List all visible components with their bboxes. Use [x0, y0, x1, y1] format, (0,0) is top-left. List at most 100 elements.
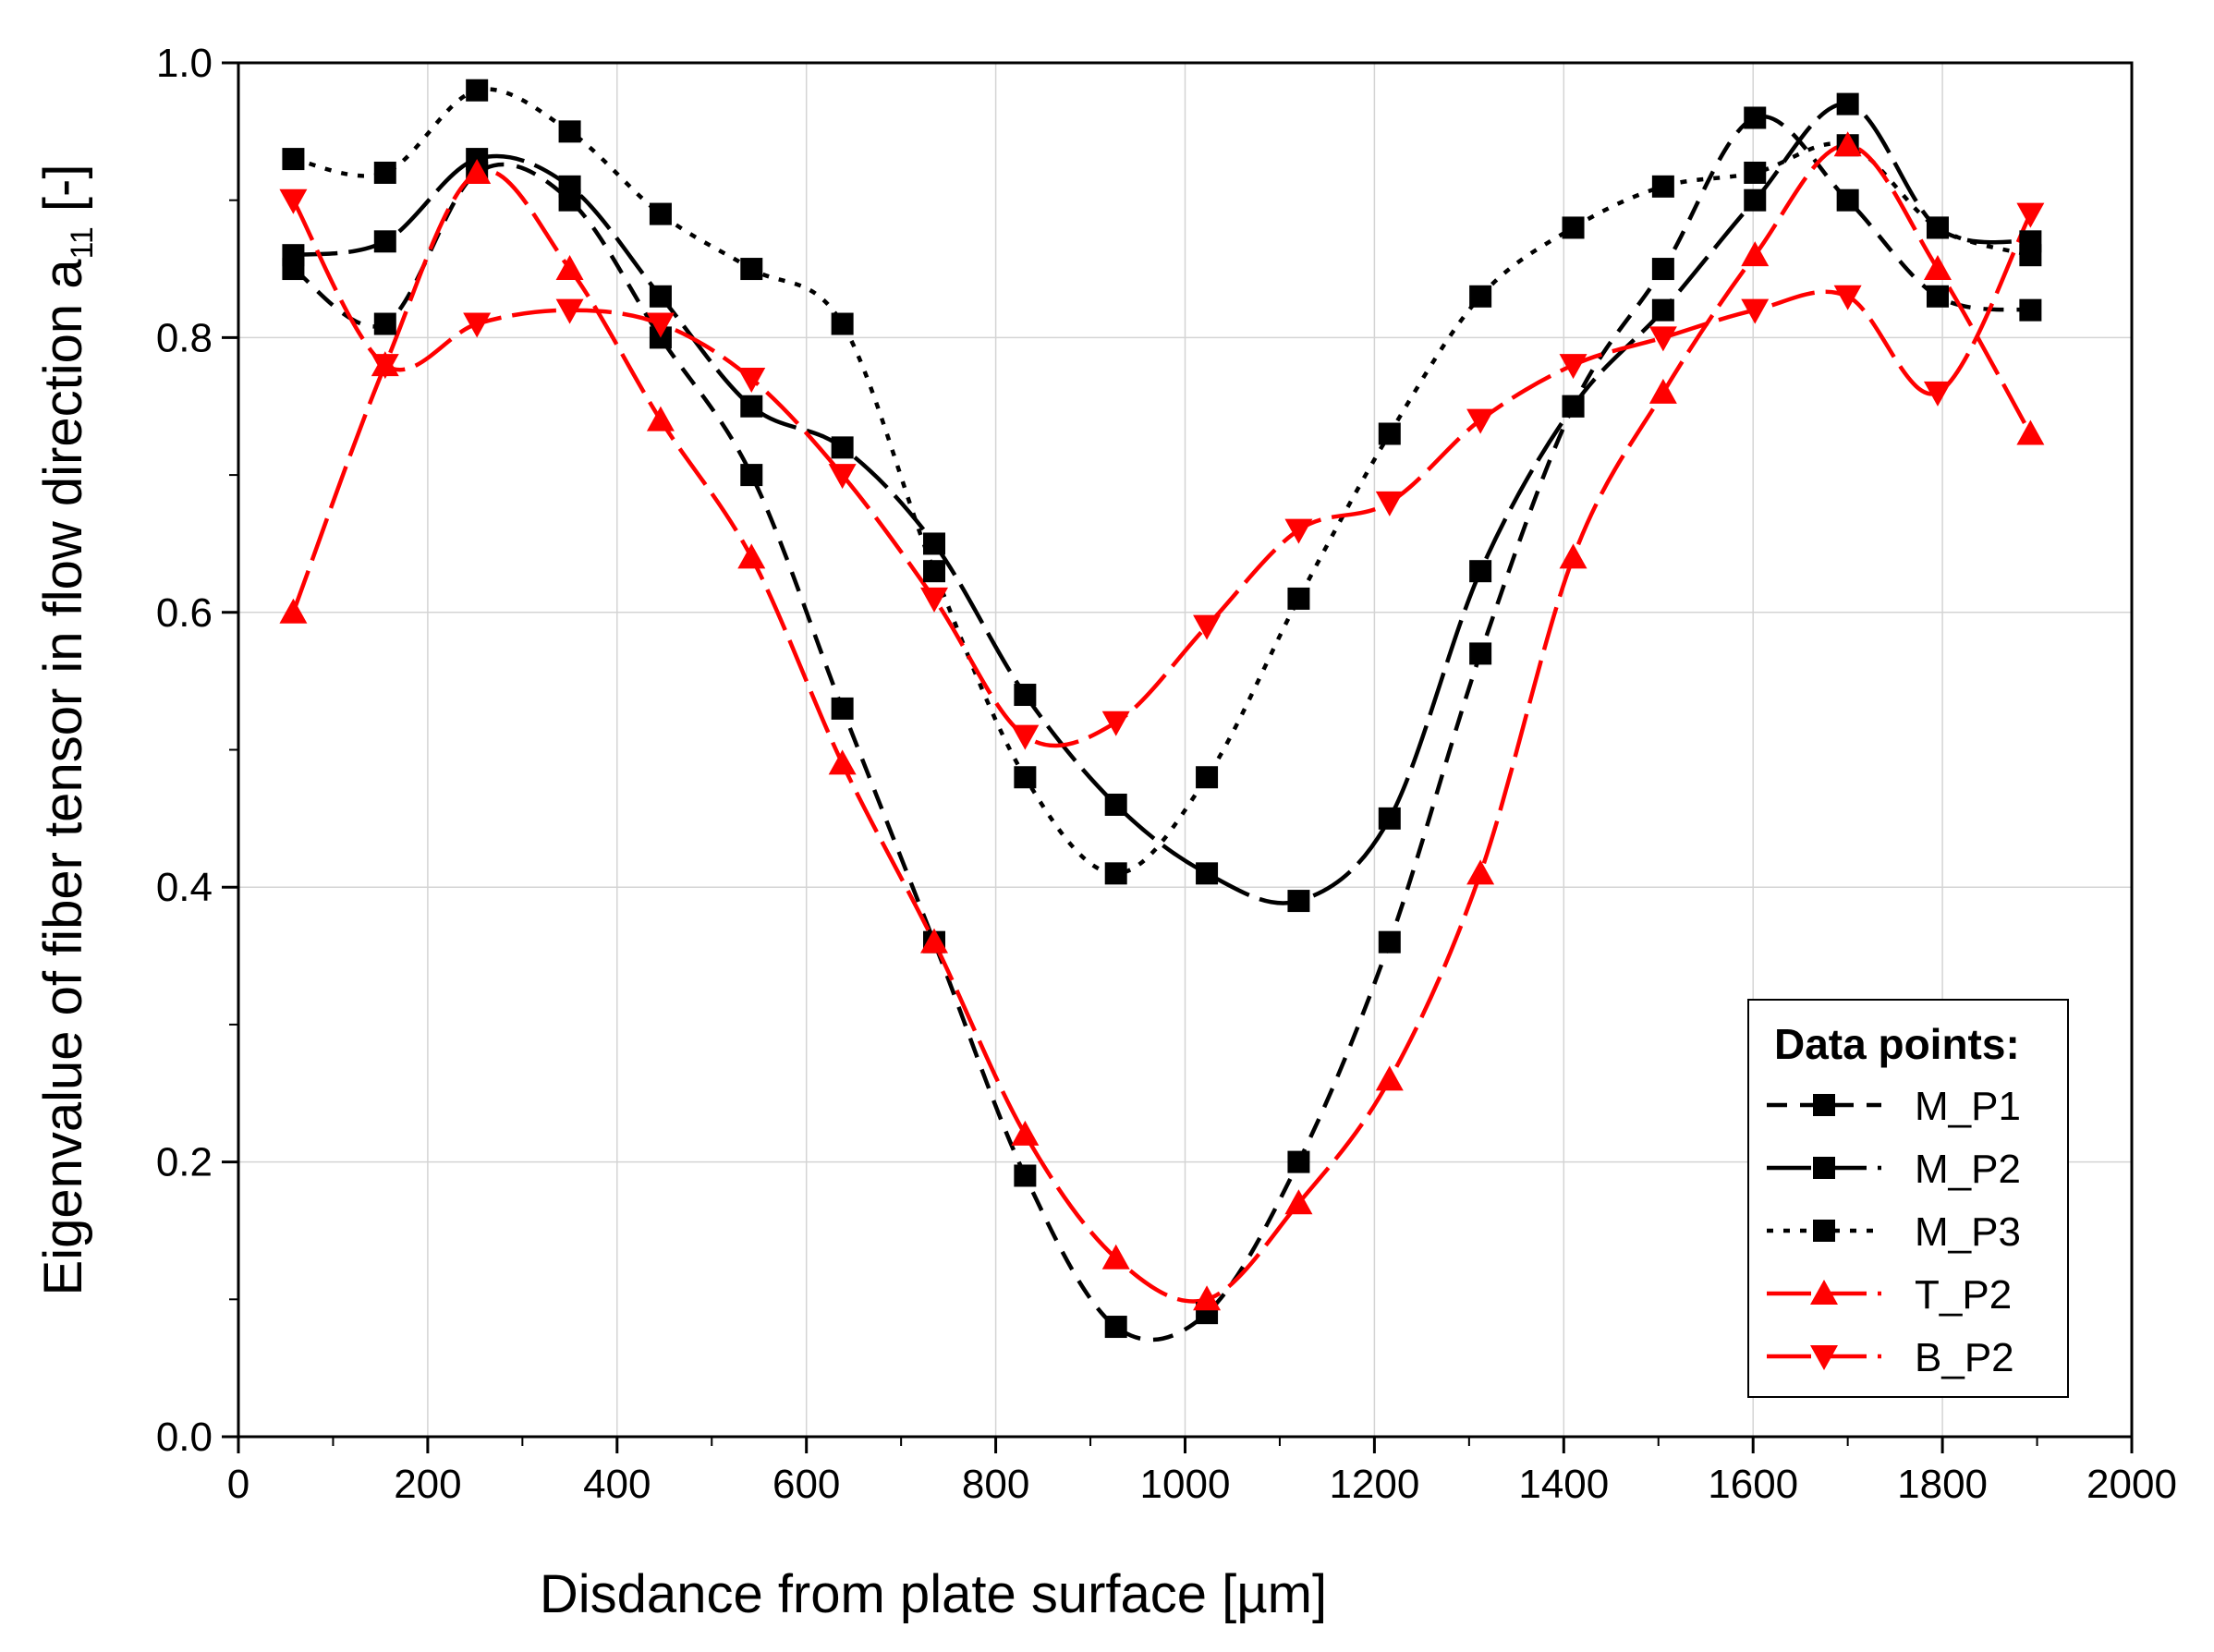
legend-marker-t-p2 — [1810, 1280, 1838, 1305]
data-point-m-p3 — [1926, 216, 1949, 239]
legend-label-m-p2: M_P2 — [1915, 1147, 2021, 1192]
legend-marker-b-p2 — [1810, 1345, 1838, 1370]
data-point-m-p3 — [2019, 244, 2042, 267]
data-point-m-p1 — [1469, 642, 1492, 665]
data-point-m-p3 — [558, 120, 581, 143]
data-point-m-p3 — [1104, 862, 1127, 885]
data-point-m-p1 — [373, 312, 396, 335]
legend-item-b-p2: B_P2 — [1767, 1335, 2014, 1380]
x-tick-label: 200 — [394, 1462, 461, 1507]
data-point-m-p3 — [831, 312, 854, 335]
y-axis-label-unit: [-] — [33, 164, 93, 227]
data-point-m-p3 — [1469, 285, 1492, 308]
data-point-m-p2 — [1469, 560, 1492, 583]
y-tick-label: 0.4 — [156, 865, 213, 910]
legend-label-m-p3: M_P3 — [1915, 1209, 2021, 1255]
data-point-m-p1 — [1744, 106, 1767, 129]
series-markers — [279, 79, 2045, 1339]
data-point-t-p2 — [1193, 1285, 1222, 1311]
x-tick-label: 1400 — [1518, 1462, 1609, 1507]
data-point-m-p1 — [740, 464, 763, 487]
data-point-t-p2 — [920, 928, 949, 954]
x-tick-label: 800 — [962, 1462, 1029, 1507]
x-tick-label: 1600 — [1708, 1462, 1798, 1507]
x-tick-label: 1800 — [1897, 1462, 1988, 1507]
data-point-b-p2 — [1648, 326, 1677, 352]
y-tick-label: 1.0 — [156, 41, 213, 86]
data-point-t-p2 — [463, 158, 492, 184]
y-axis-label: Eigenvalue of fiber tensor in flow direc… — [33, 164, 100, 1296]
x-tick-label: 600 — [772, 1462, 840, 1507]
data-point-m-p1 — [1287, 1150, 1310, 1173]
data-point-m-p1 — [831, 697, 854, 720]
data-point-m-p2 — [373, 230, 396, 253]
data-point-b-p2 — [1375, 491, 1404, 516]
legend-title: Data points: — [1774, 1020, 2020, 1068]
data-point-m-p1 — [2019, 298, 2042, 322]
data-point-t-p2 — [1741, 241, 1770, 267]
y-tick-label: 0.2 — [156, 1140, 213, 1185]
data-point-t-p2 — [828, 749, 857, 775]
data-point-b-p2 — [555, 298, 584, 324]
x-tick-label: 400 — [583, 1462, 651, 1507]
data-point-t-p2 — [1923, 255, 1952, 281]
data-point-m-p3 — [1651, 175, 1674, 198]
data-point-b-p2 — [1101, 711, 1130, 736]
data-point-m-p2 — [740, 395, 763, 418]
legend-box — [1747, 999, 2069, 1398]
data-point-m-p3 — [649, 202, 672, 225]
data-point-m-p3 — [923, 560, 946, 583]
data-point-m-p2 — [831, 436, 854, 459]
data-point-b-p2 — [828, 464, 857, 490]
data-point-b-p2 — [1923, 381, 1952, 407]
legend-label-t-p2: T_P2 — [1915, 1272, 2012, 1318]
data-point-m-p2 — [558, 175, 581, 198]
series-line-m-p3 — [292, 87, 2032, 876]
data-point-b-p2 — [1284, 518, 1313, 544]
x-tick-label: 2000 — [2086, 1462, 2177, 1507]
data-point-b-p2 — [463, 312, 492, 338]
data-point-m-p1 — [1014, 1164, 1037, 1187]
data-point-m-p2 — [1378, 807, 1401, 830]
data-point-t-p2 — [1284, 1189, 1313, 1215]
series-line-m-p2 — [293, 102, 2031, 905]
y-axis-label-subscript: 11 — [65, 226, 100, 259]
y-tick-label: 0.8 — [156, 315, 213, 360]
x-axis-label: Disdance from plate surface [µm] — [540, 1564, 1327, 1624]
data-point-t-p2 — [646, 406, 675, 431]
data-point-b-p2 — [1741, 298, 1770, 324]
y-tick-label: 0.0 — [156, 1415, 213, 1460]
data-point-b-p2 — [279, 188, 308, 214]
data-point-b-p2 — [1193, 614, 1222, 640]
data-point-m-p1 — [1378, 930, 1401, 954]
legend-marker-m-p2 — [1813, 1157, 1835, 1179]
legend-items: M_P1 M_P2 M_P3 T_P2 B_P2 — [1767, 1084, 2021, 1380]
data-point-t-p2 — [1375, 1065, 1404, 1091]
data-point-t-p2 — [1833, 131, 1862, 157]
data-point-m-p3 — [373, 161, 396, 184]
data-point-m-p2 — [1836, 92, 1859, 115]
data-point-t-p2 — [1559, 543, 1588, 569]
legend-item-t-p2: T_P2 — [1767, 1272, 2012, 1318]
data-point-m-p2 — [1014, 684, 1037, 707]
data-point-b-p2 — [2016, 202, 2045, 228]
data-point-t-p2 — [1648, 378, 1677, 404]
data-point-m-p3 — [1744, 161, 1767, 184]
data-point-t-p2 — [2016, 419, 2045, 445]
data-point-m-p3 — [740, 258, 763, 281]
data-point-b-p2 — [1559, 354, 1588, 380]
data-point-t-p2 — [1466, 859, 1495, 885]
legend-item-m-p3: M_P3 — [1767, 1209, 2021, 1255]
data-point-m-p3 — [1196, 766, 1219, 789]
data-point-m-p2 — [1651, 298, 1674, 322]
data-point-t-p2 — [555, 255, 584, 281]
series-line-b-p2 — [291, 199, 2033, 748]
data-point-b-p2 — [1833, 285, 1862, 310]
data-point-m-p2 — [1104, 793, 1127, 816]
data-point-m-p2 — [282, 244, 305, 267]
legend-label-b-p2: B_P2 — [1915, 1335, 2014, 1380]
x-tick-label: 1000 — [1140, 1462, 1231, 1507]
series-line-m-p1 — [292, 114, 2031, 1342]
x-tick-label: 0 — [227, 1462, 249, 1507]
data-point-m-p1 — [1651, 258, 1674, 281]
